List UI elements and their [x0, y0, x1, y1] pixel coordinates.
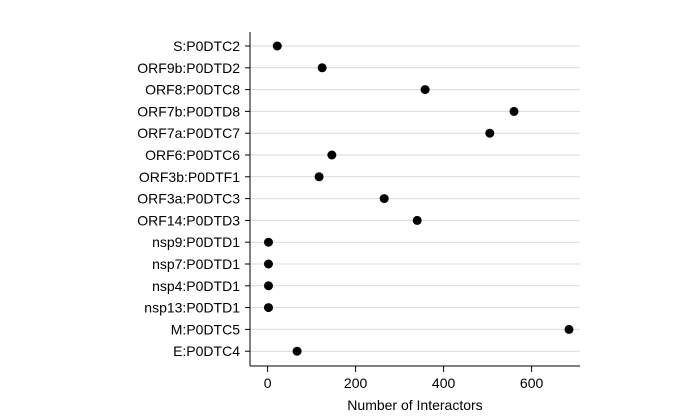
y-tick-label: ORF9b:P0DTD2 [137, 60, 240, 76]
y-tick-label: ORF7b:P0DTD8 [137, 103, 240, 119]
axes [245, 32, 580, 372]
data-point [272, 41, 282, 51]
y-tick-label: ORF3a:P0DTC3 [137, 191, 240, 207]
data-point [314, 172, 324, 182]
data-point [327, 150, 337, 160]
data-point [379, 194, 389, 204]
data-point [485, 128, 495, 138]
data-point [263, 259, 273, 269]
x-tick-label: 600 [520, 375, 544, 391]
y-tick-label: S:P0DTC2 [173, 38, 240, 54]
y-tick-label: ORF14:P0DTD3 [137, 212, 240, 228]
x-tick-labels: 0 200 400 600 [264, 375, 544, 391]
data-point [420, 85, 430, 95]
x-tick-label: 400 [432, 375, 456, 391]
category-labels: S:P0DTC2 ORF9b:P0DTD2 ORF8:P0DTC8 ORF7b:P0D… [137, 38, 240, 359]
y-tick-label: ORF8:P0DTC8 [145, 82, 240, 98]
data-point [263, 237, 273, 247]
y-tick-label: nsp13:P0DTD1 [144, 300, 240, 316]
data-point [412, 215, 422, 225]
gridlines [250, 45, 580, 352]
y-tick-label: nsp9:P0DTD1 [152, 234, 240, 250]
x-tick-label: 0 [264, 375, 272, 391]
y-tick-label: nsp7:P0DTD1 [152, 256, 240, 272]
data-point [564, 324, 574, 334]
y-tick-label: ORF6:P0DTC6 [145, 147, 240, 163]
y-tick-label: M:P0DTC5 [171, 321, 240, 337]
y-tick-label: ORF7a:P0DTC7 [137, 125, 240, 141]
x-axis-title: Number of Interactors [347, 397, 482, 413]
x-tick-label: 200 [344, 375, 368, 391]
y-tick-label: nsp4:P0DTD1 [152, 278, 240, 294]
data-point [263, 281, 273, 291]
y-tick-label: ORF3b:P0DTF1 [139, 169, 240, 185]
data-points [263, 41, 574, 356]
data-point [317, 63, 327, 73]
data-point [509, 106, 519, 116]
y-tick-label: E:P0DTC4 [173, 343, 240, 359]
data-point [263, 303, 273, 313]
data-point [292, 346, 302, 356]
